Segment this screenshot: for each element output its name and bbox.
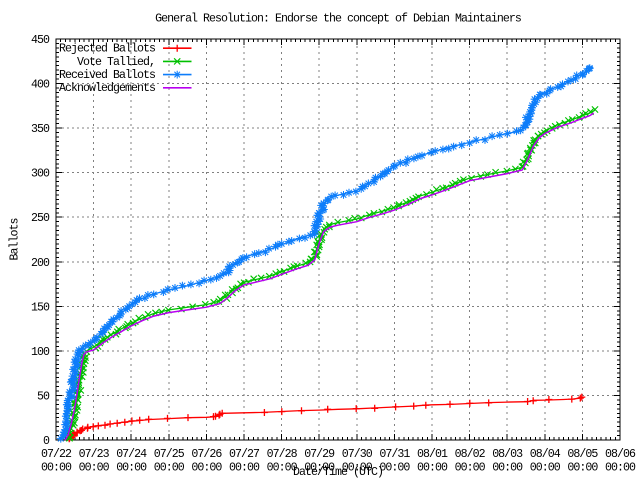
svg-text:200: 200 <box>31 257 50 270</box>
svg-text:08/01: 08/01 <box>417 448 448 461</box>
svg-text:07/26: 07/26 <box>191 448 222 461</box>
svg-text:00:00: 00:00 <box>492 462 523 475</box>
svg-text:07/22: 07/22 <box>41 448 72 461</box>
svg-text:Rejected Ballots: Rejected Ballots <box>59 43 155 56</box>
svg-text:General Resolution: Endorse th: General Resolution: Endorse the concept … <box>155 13 521 26</box>
svg-text:Acknowledgements: Acknowledgements <box>59 82 155 95</box>
svg-text:0: 0 <box>43 435 50 448</box>
svg-text:07/28: 07/28 <box>267 448 298 461</box>
svg-text:Ballots: Ballots <box>9 219 22 261</box>
svg-text:07/29: 07/29 <box>304 448 335 461</box>
svg-text:100: 100 <box>31 346 50 359</box>
svg-text:300: 300 <box>31 168 50 181</box>
svg-text:150: 150 <box>31 301 50 314</box>
svg-text:07/30: 07/30 <box>342 448 373 461</box>
svg-text:450: 450 <box>31 34 50 47</box>
svg-text:08/06: 08/06 <box>605 448 636 461</box>
svg-text:08/04: 08/04 <box>530 448 561 461</box>
svg-text:08/02: 08/02 <box>455 448 486 461</box>
svg-text:08/03: 08/03 <box>492 448 523 461</box>
svg-text:07/24: 07/24 <box>116 448 147 461</box>
svg-text:08/05: 08/05 <box>567 448 598 461</box>
svg-text:250: 250 <box>31 212 50 225</box>
svg-text:350: 350 <box>31 123 50 136</box>
svg-text:00:00: 00:00 <box>304 462 335 475</box>
svg-text:00:00: 00:00 <box>41 462 72 475</box>
svg-text:00:00: 00:00 <box>342 462 373 475</box>
svg-text:00:00: 00:00 <box>567 462 598 475</box>
svg-text:07/27: 07/27 <box>229 448 260 461</box>
svg-text:00:00: 00:00 <box>154 462 185 475</box>
svg-text:07/25: 07/25 <box>154 448 185 461</box>
svg-text:00:00: 00:00 <box>267 462 298 475</box>
svg-text:07/31: 07/31 <box>379 448 410 461</box>
svg-text:00:00: 00:00 <box>229 462 260 475</box>
svg-text:07/23: 07/23 <box>79 448 110 461</box>
svg-text:400: 400 <box>31 79 50 92</box>
svg-text:00:00: 00:00 <box>79 462 110 475</box>
svg-text:50: 50 <box>37 390 50 403</box>
svg-text:00:00: 00:00 <box>530 462 561 475</box>
svg-text:Received Ballots: Received Ballots <box>59 69 155 82</box>
svg-text:00:00: 00:00 <box>455 462 486 475</box>
svg-text:00:00: 00:00 <box>379 462 410 475</box>
svg-text:00:00: 00:00 <box>417 462 448 475</box>
svg-text:00:00: 00:00 <box>605 462 636 475</box>
svg-text:00:00: 00:00 <box>191 462 222 475</box>
svg-text:00:00: 00:00 <box>116 462 147 475</box>
svg-text:Vote Tallied,: Vote Tallied, <box>77 56 155 69</box>
svg-text:Date/Time (UTC): Date/Time (UTC) <box>293 466 383 479</box>
